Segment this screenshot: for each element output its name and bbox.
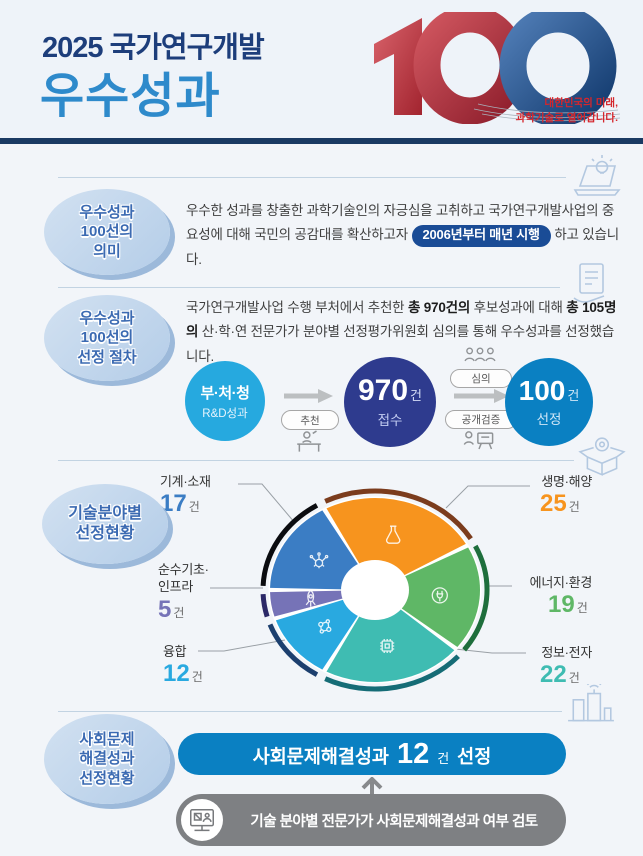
computer-review-icon	[190, 808, 214, 832]
donut-hole	[341, 560, 409, 620]
page-title-line2: 우수성과	[40, 70, 221, 123]
flow-recommend-pill: 추천	[281, 410, 339, 430]
social-result-value: 12	[396, 738, 430, 770]
page-title-line1: 2025 국가연구개발	[42, 32, 265, 64]
meaning-paragraph: 우수한 성과를 창출한 과학기술인의 자긍심을 고취하고 국가연구개발사업의 중…	[186, 199, 624, 272]
header: 2025 국가연구개발 우수성과	[0, 0, 643, 138]
pie-label-pure: 순수기초· 인프라	[158, 562, 209, 594]
segment-ring-0	[324, 488, 473, 541]
pie-value-info: 22 건	[540, 661, 580, 688]
donut-segments	[260, 488, 490, 692]
flow-review-pill: 심의	[450, 369, 512, 388]
flow-step2-unit: 건	[410, 387, 423, 403]
committee-icon	[464, 347, 496, 362]
process-paragraph: 국가연구개발사업 수행 부처에서 추천한 총 970건의 후보성과에 대해 총 …	[186, 296, 624, 369]
process-bold-105: 총 105명의	[186, 300, 617, 340]
review-computer-badge	[181, 799, 223, 841]
segment-ring-4	[260, 593, 270, 618]
chip-icon	[380, 639, 395, 653]
logo-wave-lines	[473, 103, 620, 122]
social-result-unit: 건	[437, 751, 450, 766]
pie-label-convergence: 융합	[163, 644, 187, 659]
gear-network-icon	[309, 552, 329, 569]
segment-ring-3	[267, 623, 319, 677]
flow-step1-circle: 부·처·청 R&D성과	[185, 361, 265, 441]
meaning-text-after: 하고 있습니다.	[186, 227, 619, 267]
pie-value-energy: 19 건	[548, 591, 588, 618]
process-bold-970: 총 970건의	[407, 300, 471, 315]
segment-ring-5	[260, 503, 319, 586]
flow-step2-value: 970	[357, 373, 409, 407]
segment-2	[326, 590, 455, 682]
segment-5	[270, 510, 375, 590]
flow-step1-sub: R&D성과	[202, 407, 248, 420]
header-divider-bar	[0, 138, 643, 144]
social-result-prefix: 사회문제해결성과	[252, 746, 389, 767]
smart-city-icon	[568, 684, 614, 722]
section2-divider	[58, 287, 560, 288]
podium-person-icon	[297, 430, 321, 452]
pie-value-life: 25 건	[540, 490, 580, 517]
checklist-hand-icon	[573, 263, 605, 303]
social-note-text: 기술 분야별 전문가가 사회문제해결성과 여부 검토	[250, 813, 538, 830]
flow-step3-sub: 선정	[536, 411, 562, 427]
flow-step3-value: 100	[518, 374, 566, 406]
flow-step1-title: 부·처·청	[200, 384, 250, 402]
badge-meaning: 우수성과 100선의 의미	[44, 189, 170, 275]
meaning-text-before: 우수한 성과를 창출한 과학기술인의 자긍심을 고취하고 국가연구개발사업의 중…	[186, 203, 615, 243]
molecule-icon	[318, 619, 332, 634]
badge-social: 사회문제 해결성과 선정현황	[44, 714, 170, 804]
pie-value-pure: 5 건	[158, 596, 185, 623]
public-verification-icon	[463, 431, 494, 450]
flow-step2-sub: 접수	[377, 412, 403, 428]
field-donut-chart	[198, 483, 530, 692]
flow-verify-pill: 공개검증	[445, 410, 517, 429]
flask-icon	[385, 525, 401, 544]
idea-laptop-icon	[573, 155, 621, 196]
social-note-pill: 기술 분야별 전문가가 사회문제해결성과 여부 검토	[176, 794, 566, 846]
social-result-suffix: 선정	[457, 746, 492, 767]
pie-value-convergence: 12 건	[163, 660, 203, 687]
label-connector-lines	[198, 483, 530, 654]
highlight-pill: 2006년부터 매년 시행	[411, 225, 551, 248]
logo-100	[374, 12, 620, 124]
package-gear-icon	[578, 437, 626, 476]
pie-label-energy: 에너지·환경	[529, 575, 593, 590]
pie-label-life: 생명·해양	[541, 474, 592, 489]
arrow-up-icon	[361, 777, 383, 794]
badge-process: 우수성과 100선의 선정 절차	[44, 295, 170, 381]
social-result-pill: 사회문제해결성과 12 건 선정	[178, 733, 566, 775]
flow-step3-circle: 100 건 선정	[505, 358, 593, 446]
rocket-icon	[305, 589, 316, 607]
segment-ring-2	[324, 654, 460, 692]
plug-icon	[431, 587, 448, 604]
connector-machine	[238, 483, 296, 524]
tagline: 대한민국의 미래, 과학기술로 열어갑니다.	[515, 97, 618, 124]
section3-divider	[58, 460, 574, 461]
segment-1	[375, 547, 481, 648]
logo-digit-1	[374, 18, 422, 115]
connector-info	[454, 648, 526, 654]
flow-step2-circle: 970 건 접수	[344, 357, 436, 447]
section1-divider	[58, 177, 566, 178]
arrow-right-icon	[284, 389, 333, 403]
process-text-3: 산·학·연 전문가가 분야별 선정평가위원회 심의를 통해 우수성과를 선정했습…	[186, 324, 615, 364]
connector-convergence	[198, 639, 286, 652]
process-text-1: 국가연구개발사업 수행 부처에서 추천한	[186, 300, 408, 315]
connector-life	[445, 485, 530, 509]
badge-fields: 기술분야별 선정현황	[42, 484, 168, 564]
arrow-right-icon	[454, 389, 509, 403]
segment-ring-1	[462, 544, 490, 652]
section4-divider	[58, 711, 562, 712]
process-text-2: 후보성과에 대해	[470, 300, 567, 315]
pie-label-info: 정보·전자	[541, 645, 592, 660]
flow-step3-unit: 건	[567, 387, 580, 403]
pie-label-machine: 기계·소재	[160, 474, 211, 489]
